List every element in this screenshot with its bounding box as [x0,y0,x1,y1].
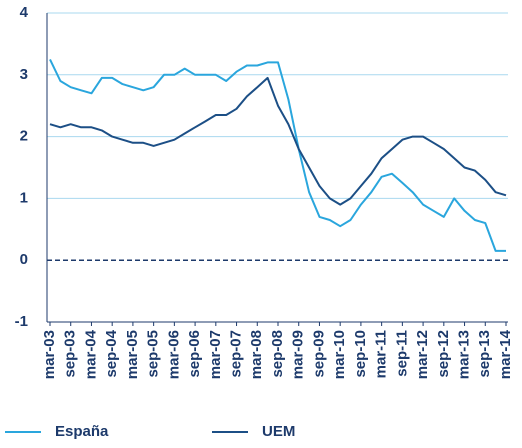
x-tick-label: mar-14 [497,329,514,379]
y-tick-label: 0 [20,251,28,268]
x-tick-label: sep-09 [310,330,327,378]
x-tick-label: mar-05 [124,330,141,379]
x-tick-label: sep-06 [186,330,203,378]
x-tick-label: mar-08 [248,330,265,379]
y-tick-label: 3 [20,66,28,83]
x-tick-label: sep-03 [62,330,79,378]
series-line [49,76,507,206]
x-tick-label: mar-06 [165,330,182,379]
x-tick-label: sep-13 [476,330,493,378]
x-tick-label: mar-09 [290,330,307,379]
x-tick-label: mar-10 [331,330,348,379]
x-tick-label: sep-04 [103,329,120,377]
x-tick-label: mar-12 [414,330,431,379]
x-tick-label: mar-04 [82,329,99,379]
y-tick-label: 2 [20,128,28,145]
x-tick-label: sep-05 [145,330,162,378]
x-tick-label: sep-08 [269,330,286,378]
x-tick-label: mar-07 [207,330,224,379]
legend-label: UEM [262,423,295,440]
y-tick-label: 1 [20,189,28,206]
x-tick-label: sep-10 [352,330,369,378]
x-tick-label: mar-13 [456,330,473,379]
series-line [49,58,506,252]
y-tick-label: 4 [20,4,29,21]
x-tick-label: mar-03 [41,330,58,379]
y-tick-label: -1 [15,313,28,330]
x-tick-label: sep-11 [393,330,410,377]
x-tick-label: mar-11 [373,330,390,378]
x-tick-label: sep-07 [228,330,245,378]
x-tick-label: sep-12 [435,330,452,378]
legend-label: España [55,423,109,440]
